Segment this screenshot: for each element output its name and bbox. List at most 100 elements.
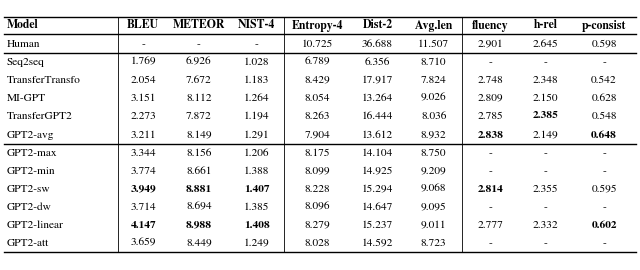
Text: 2.348: 2.348 <box>532 75 558 85</box>
Text: 7.872: 7.872 <box>186 111 212 121</box>
Text: METEOR: METEOR <box>173 19 225 32</box>
Text: 15.294: 15.294 <box>362 184 393 194</box>
Text: GPT2-max: GPT2-max <box>7 148 58 158</box>
Text: -: - <box>488 202 492 212</box>
Text: 1.291: 1.291 <box>244 130 269 140</box>
Text: 14.925: 14.925 <box>362 166 393 176</box>
Text: -: - <box>602 202 606 212</box>
Text: 8.175: 8.175 <box>305 148 330 158</box>
Text: 17.917: 17.917 <box>362 75 393 85</box>
Text: 3.211: 3.211 <box>131 130 156 140</box>
Text: 10.725: 10.725 <box>301 39 333 49</box>
Text: 0.542: 0.542 <box>591 75 617 85</box>
Text: 1.206: 1.206 <box>244 148 269 158</box>
Text: 15.237: 15.237 <box>362 220 393 230</box>
Text: 7.824: 7.824 <box>420 75 447 85</box>
Text: 2.777: 2.777 <box>477 220 504 230</box>
Text: 1.028: 1.028 <box>244 57 269 67</box>
Text: 14.592: 14.592 <box>362 238 393 248</box>
Text: 8.096: 8.096 <box>305 202 330 212</box>
Text: 36.688: 36.688 <box>362 39 393 49</box>
Text: h-rel: h-rel <box>534 19 557 32</box>
Text: -: - <box>543 148 547 158</box>
Text: 2.273: 2.273 <box>131 111 156 121</box>
Text: 1.408: 1.408 <box>244 221 269 229</box>
Text: 2.054: 2.054 <box>131 75 156 85</box>
Text: 1.407: 1.407 <box>244 184 269 194</box>
Text: 2.901: 2.901 <box>477 39 503 49</box>
Text: -: - <box>543 238 547 248</box>
Text: GPT2-min: GPT2-min <box>7 166 56 176</box>
Text: 8.028: 8.028 <box>305 238 330 248</box>
Text: 8.099: 8.099 <box>305 166 330 176</box>
Text: 9.026: 9.026 <box>421 93 447 103</box>
Text: 1.194: 1.194 <box>244 111 269 121</box>
Text: 3.344: 3.344 <box>131 148 156 158</box>
Text: 0.598: 0.598 <box>591 39 617 49</box>
Text: 3.659: 3.659 <box>131 238 156 248</box>
Text: 2.332: 2.332 <box>532 220 558 230</box>
Text: 1.264: 1.264 <box>244 93 269 103</box>
Text: GPT2-avg: GPT2-avg <box>7 130 54 140</box>
Text: 14.104: 14.104 <box>362 148 393 158</box>
Text: 8.036: 8.036 <box>421 111 446 121</box>
Text: 2.748: 2.748 <box>477 75 503 85</box>
Text: Avg.len: Avg.len <box>415 19 452 32</box>
Text: 2.838: 2.838 <box>477 130 504 140</box>
Text: 8.112: 8.112 <box>186 93 212 103</box>
Text: TransferTransfo: TransferTransfo <box>7 75 81 85</box>
Text: 1.183: 1.183 <box>244 75 269 85</box>
Text: 11.507: 11.507 <box>418 39 449 49</box>
Text: 8.449: 8.449 <box>186 238 212 248</box>
Text: -: - <box>543 202 547 212</box>
Text: 8.279: 8.279 <box>304 220 330 230</box>
Text: -: - <box>488 166 492 176</box>
Text: 2.814: 2.814 <box>477 184 503 194</box>
Text: 13.264: 13.264 <box>362 93 393 103</box>
Text: 7.904: 7.904 <box>304 130 330 140</box>
Text: 16.444: 16.444 <box>362 111 393 121</box>
Text: -: - <box>602 166 606 176</box>
Text: 2.385: 2.385 <box>532 112 558 120</box>
Text: GPT2-att: GPT2-att <box>7 238 49 248</box>
Text: 14.647: 14.647 <box>362 202 393 212</box>
Text: 2.645: 2.645 <box>532 39 558 49</box>
Text: 8.661: 8.661 <box>186 166 212 176</box>
Text: 2.150: 2.150 <box>532 93 558 103</box>
Text: Seq2seq: Seq2seq <box>7 57 45 67</box>
Text: Human: Human <box>7 39 40 49</box>
Text: 0.628: 0.628 <box>591 93 617 103</box>
Text: 8.932: 8.932 <box>421 130 447 140</box>
Text: 4.147: 4.147 <box>131 221 156 229</box>
Text: Entropy-4: Entropy-4 <box>291 19 343 32</box>
Text: -: - <box>602 57 606 67</box>
Text: 8.988: 8.988 <box>186 221 212 229</box>
Text: 1.769: 1.769 <box>131 57 156 67</box>
Text: 13.612: 13.612 <box>362 130 393 140</box>
Text: TransferGPT2: TransferGPT2 <box>7 111 73 121</box>
Text: NIST-4: NIST-4 <box>238 19 275 32</box>
Text: -: - <box>602 148 606 158</box>
Text: -: - <box>488 238 492 248</box>
Text: MI-GPT: MI-GPT <box>7 93 46 103</box>
Text: 3.774: 3.774 <box>131 166 156 176</box>
Text: 8.263: 8.263 <box>305 111 330 121</box>
Text: 2.809: 2.809 <box>477 93 503 103</box>
Text: 9.011: 9.011 <box>421 220 446 230</box>
Text: -: - <box>543 166 547 176</box>
Text: -: - <box>488 148 492 158</box>
Text: -: - <box>141 39 145 49</box>
Text: Model: Model <box>7 19 39 32</box>
Text: 0.602: 0.602 <box>591 221 617 229</box>
Text: 1.385: 1.385 <box>244 202 269 212</box>
Text: 0.595: 0.595 <box>591 184 617 194</box>
Text: 6.789: 6.789 <box>305 57 330 67</box>
Text: 1.388: 1.388 <box>244 166 269 176</box>
Text: 8.149: 8.149 <box>186 130 212 140</box>
Text: GPT2-dw: GPT2-dw <box>7 202 52 212</box>
Text: 3.949: 3.949 <box>131 184 156 194</box>
Text: 7.672: 7.672 <box>186 75 212 85</box>
Text: 9.209: 9.209 <box>420 166 447 176</box>
Text: -: - <box>488 57 492 67</box>
Text: 8.710: 8.710 <box>421 57 446 67</box>
